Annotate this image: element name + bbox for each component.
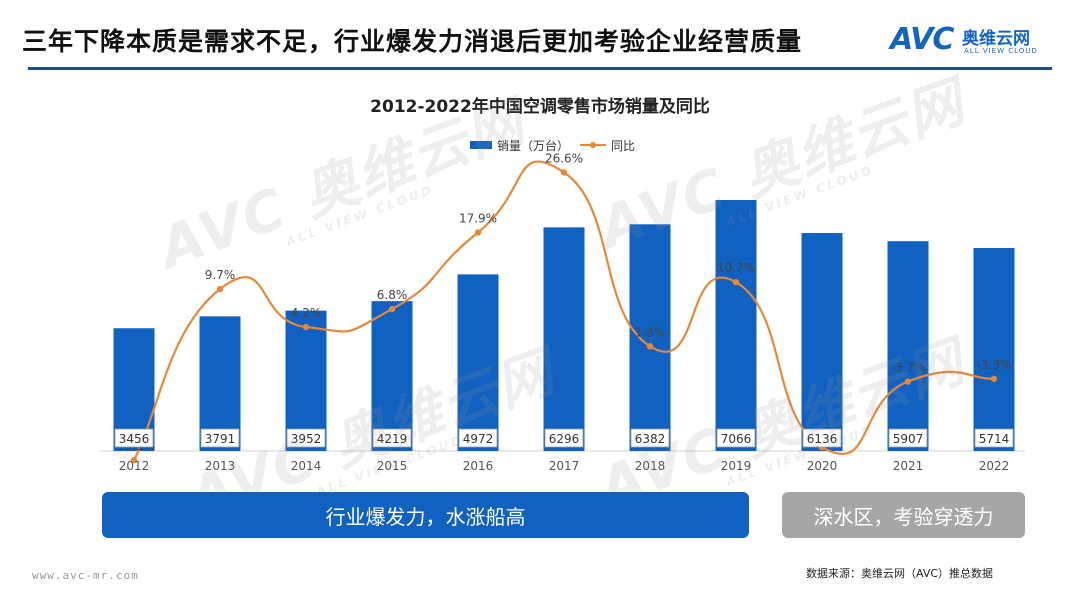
yoy-point-2016 xyxy=(474,229,482,236)
x-tick-label: 2015 xyxy=(377,459,408,473)
deep-water-phase-band: 深水区，考验穿透力 xyxy=(782,492,1025,538)
legend-line-swatch xyxy=(580,142,606,148)
yoy-value-label: -3.7% xyxy=(891,361,926,375)
data-source-note: 数据来源：奥维云网（AVC）推总数据 xyxy=(806,567,994,580)
yoy-value-label: 6.8% xyxy=(377,288,408,302)
bar-2022 xyxy=(973,248,1015,451)
x-tick-label: 2019 xyxy=(721,459,752,473)
yoy-point-2022 xyxy=(990,375,998,382)
bar-value-label: 6296 xyxy=(549,432,580,446)
bar-value-box xyxy=(114,428,154,448)
website-url: www.avc-mr.com xyxy=(32,569,139,582)
yoy-point-2015 xyxy=(388,305,396,313)
bar-value-label: 4972 xyxy=(463,432,494,446)
legend-item-yoy: 同比 xyxy=(580,137,635,153)
bar-value-label: 6136 xyxy=(807,432,838,446)
x-tick-label: 2020 xyxy=(807,459,838,473)
growth-phase-band: 行业爆发力，水涨船高 xyxy=(102,492,749,538)
yoy-value-label: 1.4% xyxy=(635,325,666,339)
bar-2018 xyxy=(629,224,671,451)
chart-title: 2012-2022年中国空调零售市场销量及同比 xyxy=(370,97,710,117)
bar-2013 xyxy=(199,316,241,451)
bar-value-label: 3791 xyxy=(205,432,236,446)
yoy-point-2014 xyxy=(302,323,310,331)
x-tick-label: 2022 xyxy=(979,459,1010,473)
bar-value-box xyxy=(458,428,498,448)
header-divider xyxy=(28,67,1052,70)
yoy-value-label: 9.7% xyxy=(205,268,236,282)
bar-value-label: 3456 xyxy=(119,432,150,446)
bar-value-box xyxy=(286,428,326,448)
bar-2015 xyxy=(371,301,413,451)
bar-value-label: 4219 xyxy=(377,432,408,446)
x-tick-label: 2012 xyxy=(119,459,150,473)
bar-value-box xyxy=(372,428,412,448)
logo-mark: AVC xyxy=(890,22,954,57)
bar-value-box xyxy=(630,428,670,448)
bar-2016 xyxy=(457,274,499,451)
bar-2014 xyxy=(285,310,327,451)
bar-2021 xyxy=(887,241,929,451)
bar-2020 xyxy=(801,233,843,451)
x-tick-label: 2016 xyxy=(463,459,494,473)
bar-value-box xyxy=(716,428,756,448)
yoy-point-2018 xyxy=(646,343,654,350)
yoy-series-line xyxy=(133,160,995,461)
bar-value-label: 3952 xyxy=(291,432,322,446)
avc-logo: AVC 奥维云网 ALL VIEW CLOUD xyxy=(890,22,1060,62)
legend-label-sales: 销量（万台） xyxy=(497,138,570,153)
bar-value-label: 7066 xyxy=(721,432,752,446)
x-tick-label: 2014 xyxy=(291,459,322,473)
bar-value-box xyxy=(974,428,1014,448)
yoy-point-2019 xyxy=(732,278,740,286)
page-title: 三年下降本质是需求不足，行业爆发力消退后更加考验企业经营质量 xyxy=(22,27,803,56)
yoy-point-2021 xyxy=(904,378,912,385)
yoy-value-label: 10.7% xyxy=(717,261,755,275)
x-tick-label: 2018 xyxy=(635,459,666,473)
legend-label-yoy: 同比 xyxy=(611,138,636,153)
bar-value-box xyxy=(544,428,584,448)
logo-name-en: ALL VIEW CLOUD xyxy=(964,47,1038,55)
yoy-point-2012 xyxy=(130,456,138,464)
yoy-point-2013 xyxy=(216,285,224,293)
x-tick-label: 2017 xyxy=(549,459,580,473)
bar-value-label: 5714 xyxy=(979,432,1010,446)
x-tick-label: 2021 xyxy=(893,459,924,473)
yoy-value-label: -3.3% xyxy=(977,358,1012,372)
legend-item-sales: 销量（万台） xyxy=(470,137,569,153)
bar-value-box xyxy=(802,428,842,448)
yoy-value-label: 4.2% xyxy=(291,306,322,320)
bar-value-box xyxy=(200,428,240,448)
bar-value-label: 5907 xyxy=(893,432,924,446)
logo-name-cn: 奥维云网 xyxy=(962,29,1030,49)
bar-2017 xyxy=(543,227,585,451)
yoy-value-label: 26.6% xyxy=(545,151,583,165)
legend-bar-swatch xyxy=(470,141,492,149)
x-tick-label: 2013 xyxy=(205,459,236,473)
yoy-point-2017 xyxy=(560,169,568,176)
bar-value-label: 6382 xyxy=(635,432,666,446)
bar-2019 xyxy=(715,200,757,451)
bar-value-box xyxy=(888,428,928,448)
yoy-value-label: 17.9% xyxy=(459,211,497,225)
